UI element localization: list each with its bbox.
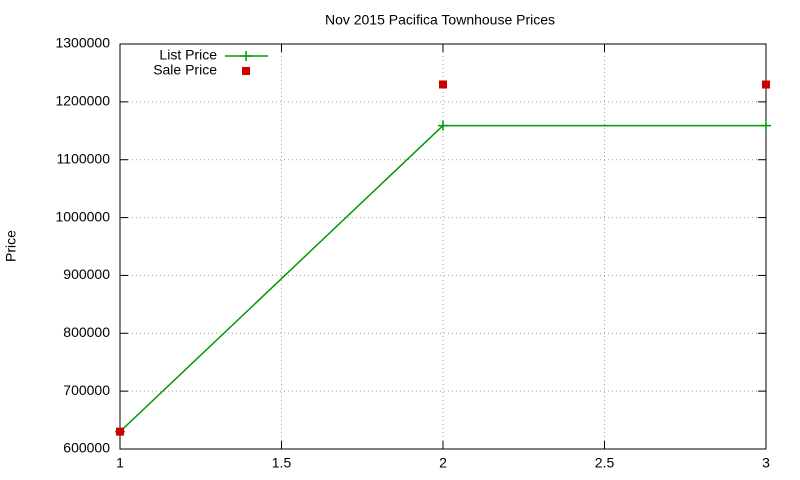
y-tick-label: 1300000 <box>55 35 110 51</box>
y-tick-label: 1000000 <box>55 208 110 224</box>
y-tick-label: 600000 <box>63 440 110 456</box>
y-tick-label: 800000 <box>63 324 110 340</box>
data-point <box>762 80 770 89</box>
y-tick-label: 1200000 <box>55 93 110 109</box>
data-point <box>761 120 771 131</box>
plot-border <box>119 43 767 450</box>
data-point <box>439 80 447 89</box>
legend-marker <box>241 51 251 61</box>
data-point <box>438 120 448 131</box>
x-tick-label: 3 <box>762 455 770 471</box>
data-line <box>119 124 766 433</box>
legend-marker <box>242 67 250 75</box>
y-tick-label: 700000 <box>63 382 110 398</box>
data-point <box>116 427 124 436</box>
x-tick-label: 2.5 <box>595 455 615 471</box>
legend-label: List Price <box>159 47 217 63</box>
chart-title: Nov 2015 Pacifica Townhouse Prices <box>325 12 555 28</box>
x-tick-label: 2 <box>439 455 447 471</box>
x-tick-label: 1 <box>116 455 124 471</box>
legend-label: Sale Price <box>153 62 217 78</box>
x-tick-label: 1.5 <box>272 455 292 471</box>
y-tick-label: 1100000 <box>57 150 111 166</box>
y-axis-label: Price <box>3 230 19 262</box>
y-tick-label: 900000 <box>63 266 110 282</box>
